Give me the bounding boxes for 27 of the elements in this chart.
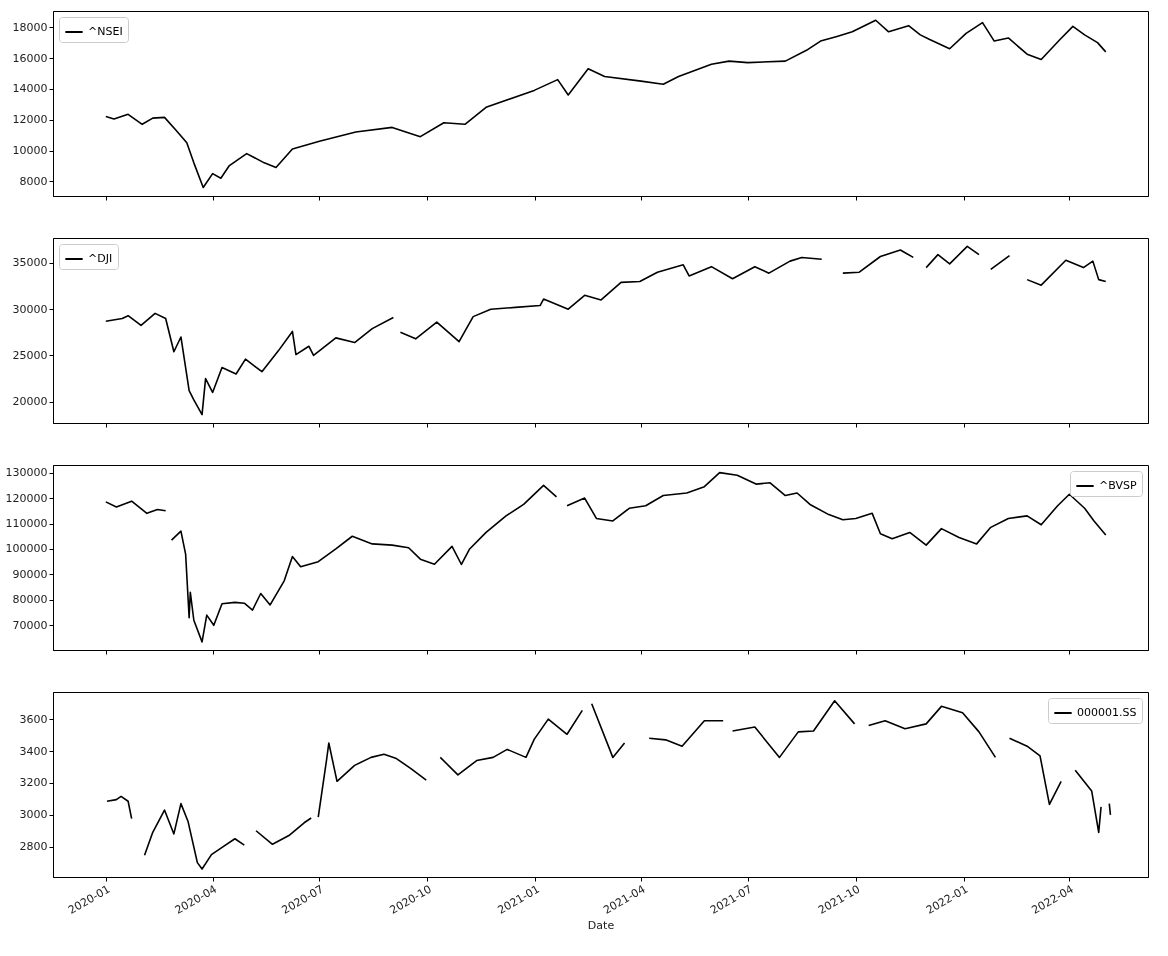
legend-label: ^BVSP — [1099, 479, 1137, 492]
y-tick-label: 14000 — [12, 82, 48, 96]
y-tick-label: 120000 — [5, 491, 48, 505]
y-tick-label: 80000 — [12, 593, 48, 607]
x-axis-title: Date — [587, 919, 615, 933]
y-tick-label: 3400 — [19, 744, 48, 758]
legend-label: ^NSEI — [88, 25, 123, 38]
y-tick-label: 3600 — [19, 712, 48, 726]
y-tick-label: 18000 — [12, 20, 48, 34]
y-tick-label: 2800 — [19, 840, 48, 854]
y-tick-label: 100000 — [5, 542, 48, 556]
y-tick-label: 16000 — [12, 51, 48, 65]
y-tick-label: 70000 — [12, 618, 48, 632]
y-tick-label: 30000 — [12, 302, 48, 316]
y-tick-label: 130000 — [5, 466, 48, 480]
y-tick-label: 90000 — [12, 567, 48, 581]
y-tick-label: 10000 — [12, 144, 48, 158]
y-tick-label: 12000 — [12, 113, 48, 127]
y-tick-label: 35000 — [12, 256, 48, 270]
legend-label: ^DJI — [88, 252, 113, 265]
y-tick-label: 110000 — [5, 517, 48, 531]
y-tick-label: 25000 — [12, 348, 48, 362]
y-tick-label: 3000 — [19, 808, 48, 822]
y-tick-label: 3200 — [19, 776, 48, 790]
y-tick-label: 20000 — [12, 395, 48, 409]
y-tick-label: 8000 — [19, 174, 48, 188]
legend-label: 000001.SS — [1077, 706, 1137, 719]
